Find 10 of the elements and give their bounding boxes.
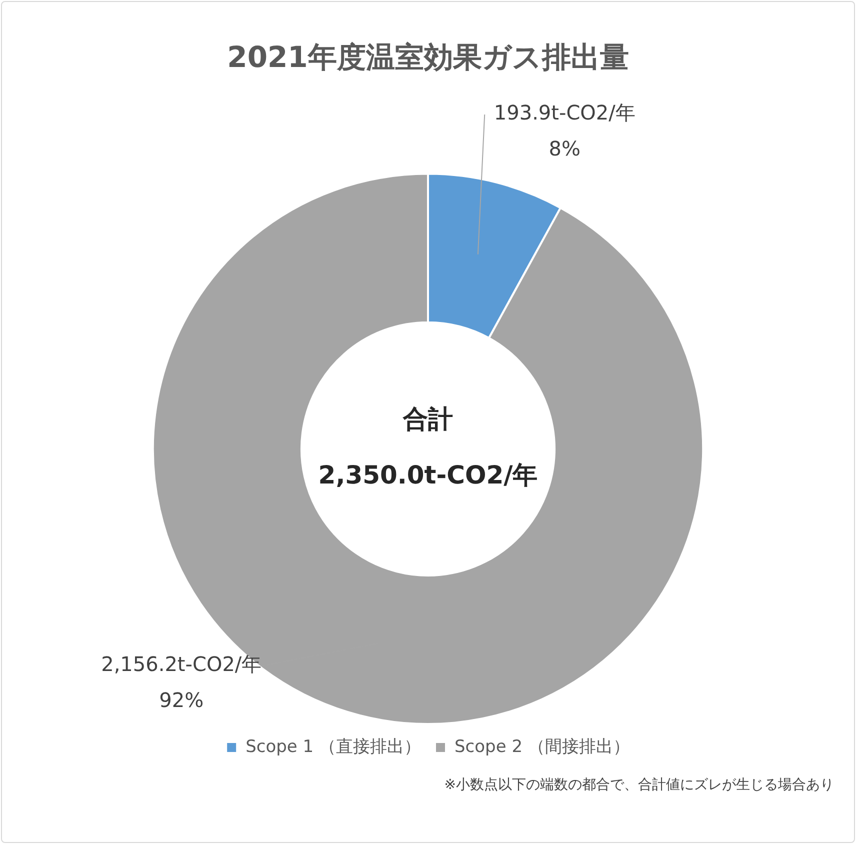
text: 193.9t-CO2/年 — [494, 100, 636, 125]
text: 2,156.2t-CO2/年 — [101, 652, 262, 676]
legend-label: Scope 2 （間接排出） — [454, 736, 630, 757]
text: ※小数点以下の端数の都合で、合計値にズレが生じる場合あり — [444, 776, 834, 794]
data-label: 8% — [548, 136, 580, 161]
chart-title: 2021年度温室効果ガス排出量 — [227, 40, 629, 74]
legend-label: Scope 1 （直接排出） — [246, 736, 422, 757]
text: 合計 — [402, 404, 453, 434]
data-label: 92% — [159, 688, 204, 712]
text: 2,350.0t-CO2/年 — [318, 460, 538, 490]
